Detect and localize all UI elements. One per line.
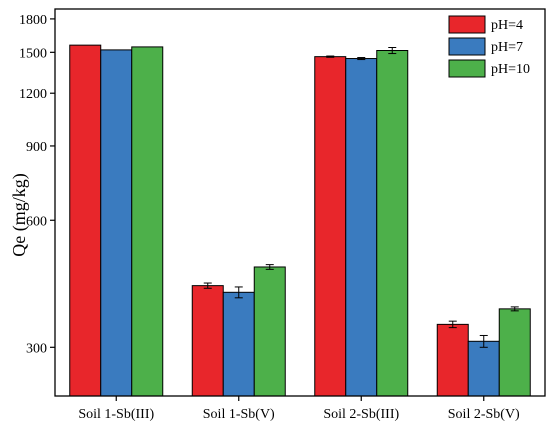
bar xyxy=(314,56,347,397)
bar xyxy=(222,291,255,397)
bar xyxy=(253,266,286,397)
plot-frame xyxy=(54,8,546,397)
bar xyxy=(191,285,224,397)
bars-group xyxy=(69,44,531,397)
y-axis-title: Qe (mg/kg) xyxy=(9,173,30,256)
y-tick-label: 900 xyxy=(26,140,47,155)
bar xyxy=(467,340,500,397)
y-tick-label: 1800 xyxy=(19,13,47,28)
y-tick-label: 300 xyxy=(26,341,47,356)
y-axis-title-group: Qe (mg/kg) xyxy=(9,173,30,256)
y-tick-label: 1200 xyxy=(19,87,47,102)
bar xyxy=(436,323,469,397)
legend-swatch xyxy=(448,37,486,56)
bar xyxy=(100,49,133,397)
bar xyxy=(131,46,164,397)
x-category-label: Soil 1-Sb(III) xyxy=(78,407,154,422)
x-labels-group: Soil 1-Sb(III) Soil 1-Sb(V) Soil 2-Sb(III)… xyxy=(78,396,520,422)
legend-label: pH=4 xyxy=(491,18,523,33)
bar xyxy=(345,58,378,397)
bar xyxy=(376,50,409,397)
legend-swatch xyxy=(448,59,486,78)
x-category-label: Soil 2-Sb(III) xyxy=(323,407,399,422)
y-ticks-group: 300 600 900 1200 1500 1800 xyxy=(19,13,55,356)
bar xyxy=(69,44,102,397)
legend-label: pH=10 xyxy=(491,62,530,77)
legend-swatch xyxy=(448,15,486,34)
legend-label: pH=7 xyxy=(491,40,523,55)
x-category-label: Soil 1-Sb(V) xyxy=(203,407,275,422)
bar xyxy=(498,308,531,397)
x-category-label: Soil 2-Sb(V) xyxy=(448,407,520,422)
y-tick-label: 600 xyxy=(26,214,47,229)
y-tick-label: 1500 xyxy=(19,46,47,61)
legend: pH=4 pH=7 pH=10 xyxy=(448,15,530,78)
